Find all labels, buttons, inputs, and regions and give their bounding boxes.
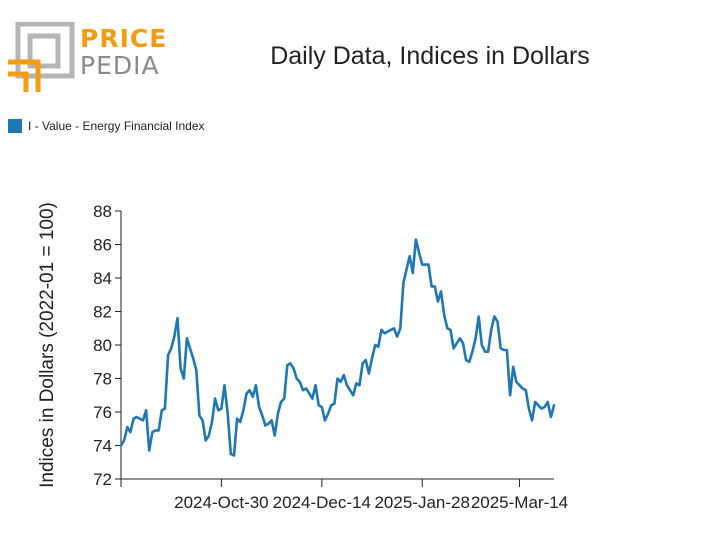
logo-text-pedia: PEDIA xyxy=(80,51,160,80)
y-tick-label: 72 xyxy=(93,470,112,489)
series-line xyxy=(119,238,556,457)
x-tick-label: 2025-Jan-28 xyxy=(374,493,469,512)
x-tick-label: 2024-Dec-14 xyxy=(273,493,371,512)
y-tick-label: 82 xyxy=(93,303,112,322)
plot-area xyxy=(119,238,556,457)
y-tick-label: 76 xyxy=(93,403,112,422)
logo-text-price: PRICE xyxy=(80,24,168,53)
y-tick-label: 74 xyxy=(93,437,112,456)
legend[interactable]: I - Value - Energy Financial Index xyxy=(8,119,205,133)
axes: 72 74 76 78 80 82 84 86 88 2024-Oct-30 2024-Dec-14… xyxy=(93,202,568,512)
pricepedia-logo: PRICE PEDIA xyxy=(8,21,168,94)
chart-title: Daily Data, Indices in Dollars xyxy=(270,42,590,70)
y-axis-title: Indices in Dollars (2022-01 = 100) xyxy=(37,202,58,488)
x-tick-label: 2024-Oct-30 xyxy=(174,493,269,512)
y-tick-label: 78 xyxy=(93,370,112,389)
legend-swatch xyxy=(8,119,22,133)
logo-mark-icon xyxy=(8,21,75,92)
y-tick-label: 86 xyxy=(93,236,112,255)
legend-label: I - Value - Energy Financial Index xyxy=(28,119,205,133)
y-tick-label: 84 xyxy=(93,269,112,288)
x-tick-label: 2025-Mar-14 xyxy=(471,493,568,512)
y-tick-label: 80 xyxy=(93,336,112,355)
y-tick-label: 88 xyxy=(93,202,112,221)
